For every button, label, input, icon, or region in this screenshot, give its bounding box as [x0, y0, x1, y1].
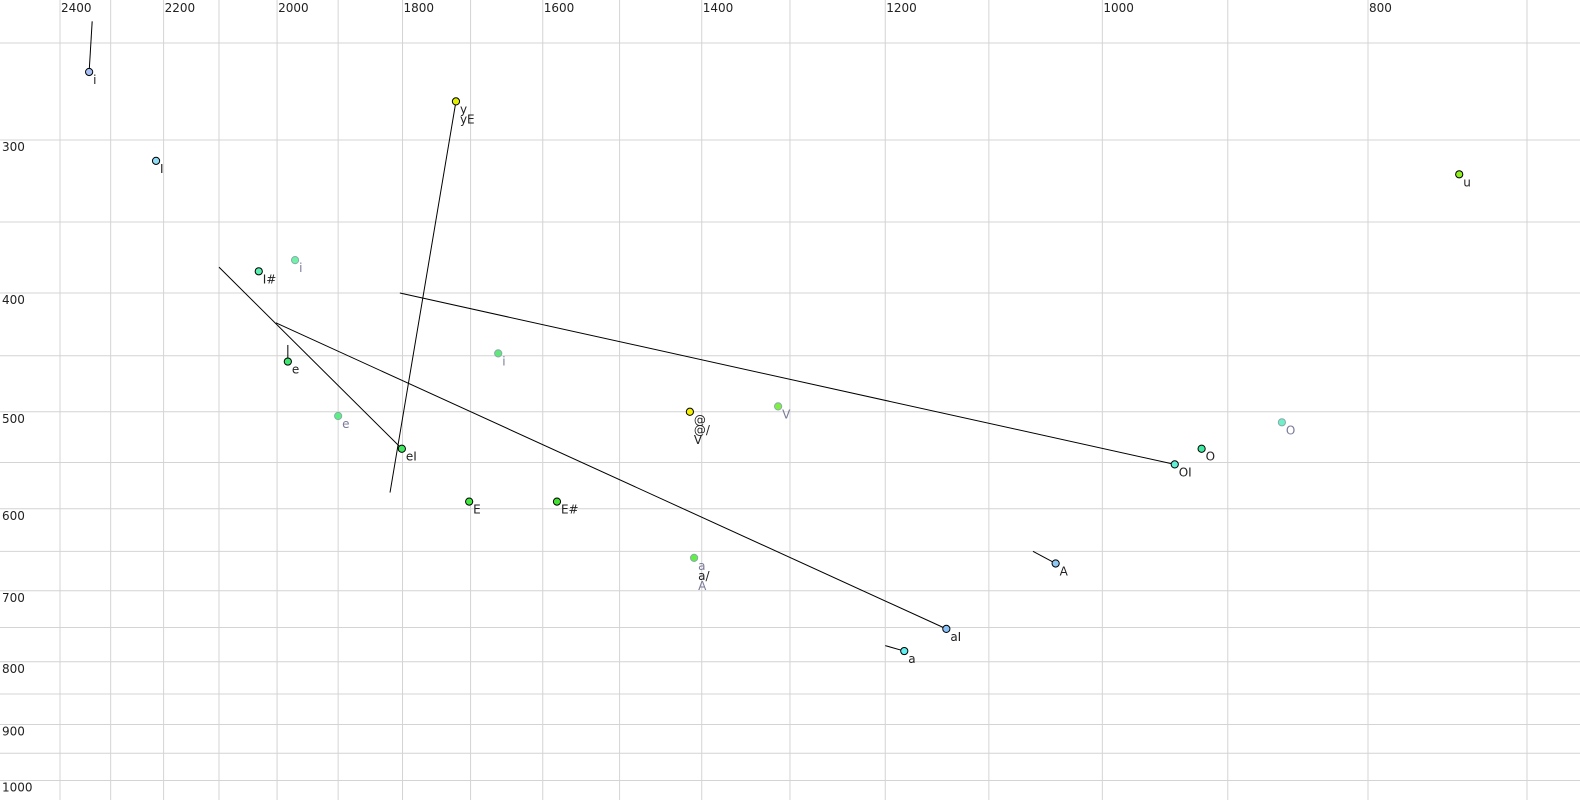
y-tick-label: 800: [2, 662, 25, 676]
point-label: V: [782, 407, 791, 421]
point-label: eI: [406, 450, 417, 464]
x-tick-label: 2000: [278, 1, 309, 15]
data-point: [254, 267, 263, 276]
data-point: [334, 411, 343, 421]
point-label: @: [694, 413, 706, 427]
data-point: [942, 624, 951, 633]
data-point: [85, 67, 94, 77]
x-tick-label: 1000: [1103, 1, 1134, 15]
y-tick-label: 600: [2, 509, 25, 523]
data-point: [689, 553, 699, 562]
point-label: i: [299, 261, 302, 275]
x-tick-label: 1800: [404, 1, 435, 15]
point-label: E: [473, 503, 481, 517]
y-tick-label: 1000: [2, 781, 33, 795]
trajectory-line: [1032, 550, 1056, 564]
point-label: a/: [698, 569, 710, 583]
point-label: e: [342, 417, 349, 431]
data-point: [397, 444, 406, 453]
data-point: [151, 156, 161, 165]
data-point: [494, 349, 503, 358]
data-point: [1455, 170, 1464, 179]
point-label: yE: [460, 112, 475, 126]
data-point: [1051, 559, 1060, 568]
point-label: i: [502, 354, 505, 368]
f2-axis-ticks: 2400 2200 2000 1800 1600 1400 1200 1000 800: [61, 1, 1392, 15]
point-label: OI: [1179, 465, 1192, 479]
x-tick-label: 1200: [886, 1, 917, 15]
x-tick-label: 2200: [165, 1, 196, 15]
data-point: [290, 256, 300, 265]
data-point: [900, 646, 909, 656]
point-label: A: [698, 579, 707, 593]
data-point: [685, 407, 694, 416]
point-label: y: [460, 102, 467, 116]
trajectory-line: [88, 21, 93, 73]
point-label: I#: [263, 272, 277, 286]
y-tick-label: 900: [2, 724, 25, 738]
point-label: E#: [561, 503, 579, 517]
trajectory-line: [275, 322, 947, 630]
y-tick-label: 500: [2, 412, 25, 426]
point-label: @/: [694, 423, 711, 437]
point-label: i: [93, 73, 96, 87]
data-point: [1277, 418, 1287, 427]
trajectory-line: [218, 266, 403, 450]
point-label: V: [694, 433, 703, 447]
point-label: A: [1060, 564, 1069, 578]
point-label: a: [908, 652, 915, 666]
y-tick-label: 700: [2, 591, 25, 605]
trajectory-line: [389, 101, 457, 493]
data-point: [283, 357, 292, 366]
point-label: aI: [950, 630, 961, 644]
point-label: u: [1463, 175, 1471, 189]
point-label: O: [1286, 423, 1295, 437]
data-point: [1197, 444, 1206, 453]
x-tick-label: 1400: [703, 1, 734, 15]
y-tick-label: 400: [2, 293, 25, 307]
data-point: [465, 497, 474, 506]
point-label: e: [292, 363, 299, 377]
data-point: [552, 497, 562, 506]
y-tick-label: 300: [2, 140, 25, 154]
x-tick-label: 800: [1369, 1, 1392, 15]
x-tick-label: 2400: [61, 1, 92, 15]
trajectory-line: [399, 292, 1175, 465]
data-point: [451, 97, 461, 106]
point-label: a: [698, 559, 705, 573]
f1-axis-ticks: 300 400 500 600 700 800 900 1000: [2, 140, 33, 795]
data-point: [774, 402, 783, 411]
data-point: [1170, 460, 1179, 469]
trajectories: [88, 21, 1175, 652]
x-tick-label: 1600: [544, 1, 575, 15]
point-label: O: [1206, 450, 1215, 464]
point-label: I: [160, 162, 164, 176]
